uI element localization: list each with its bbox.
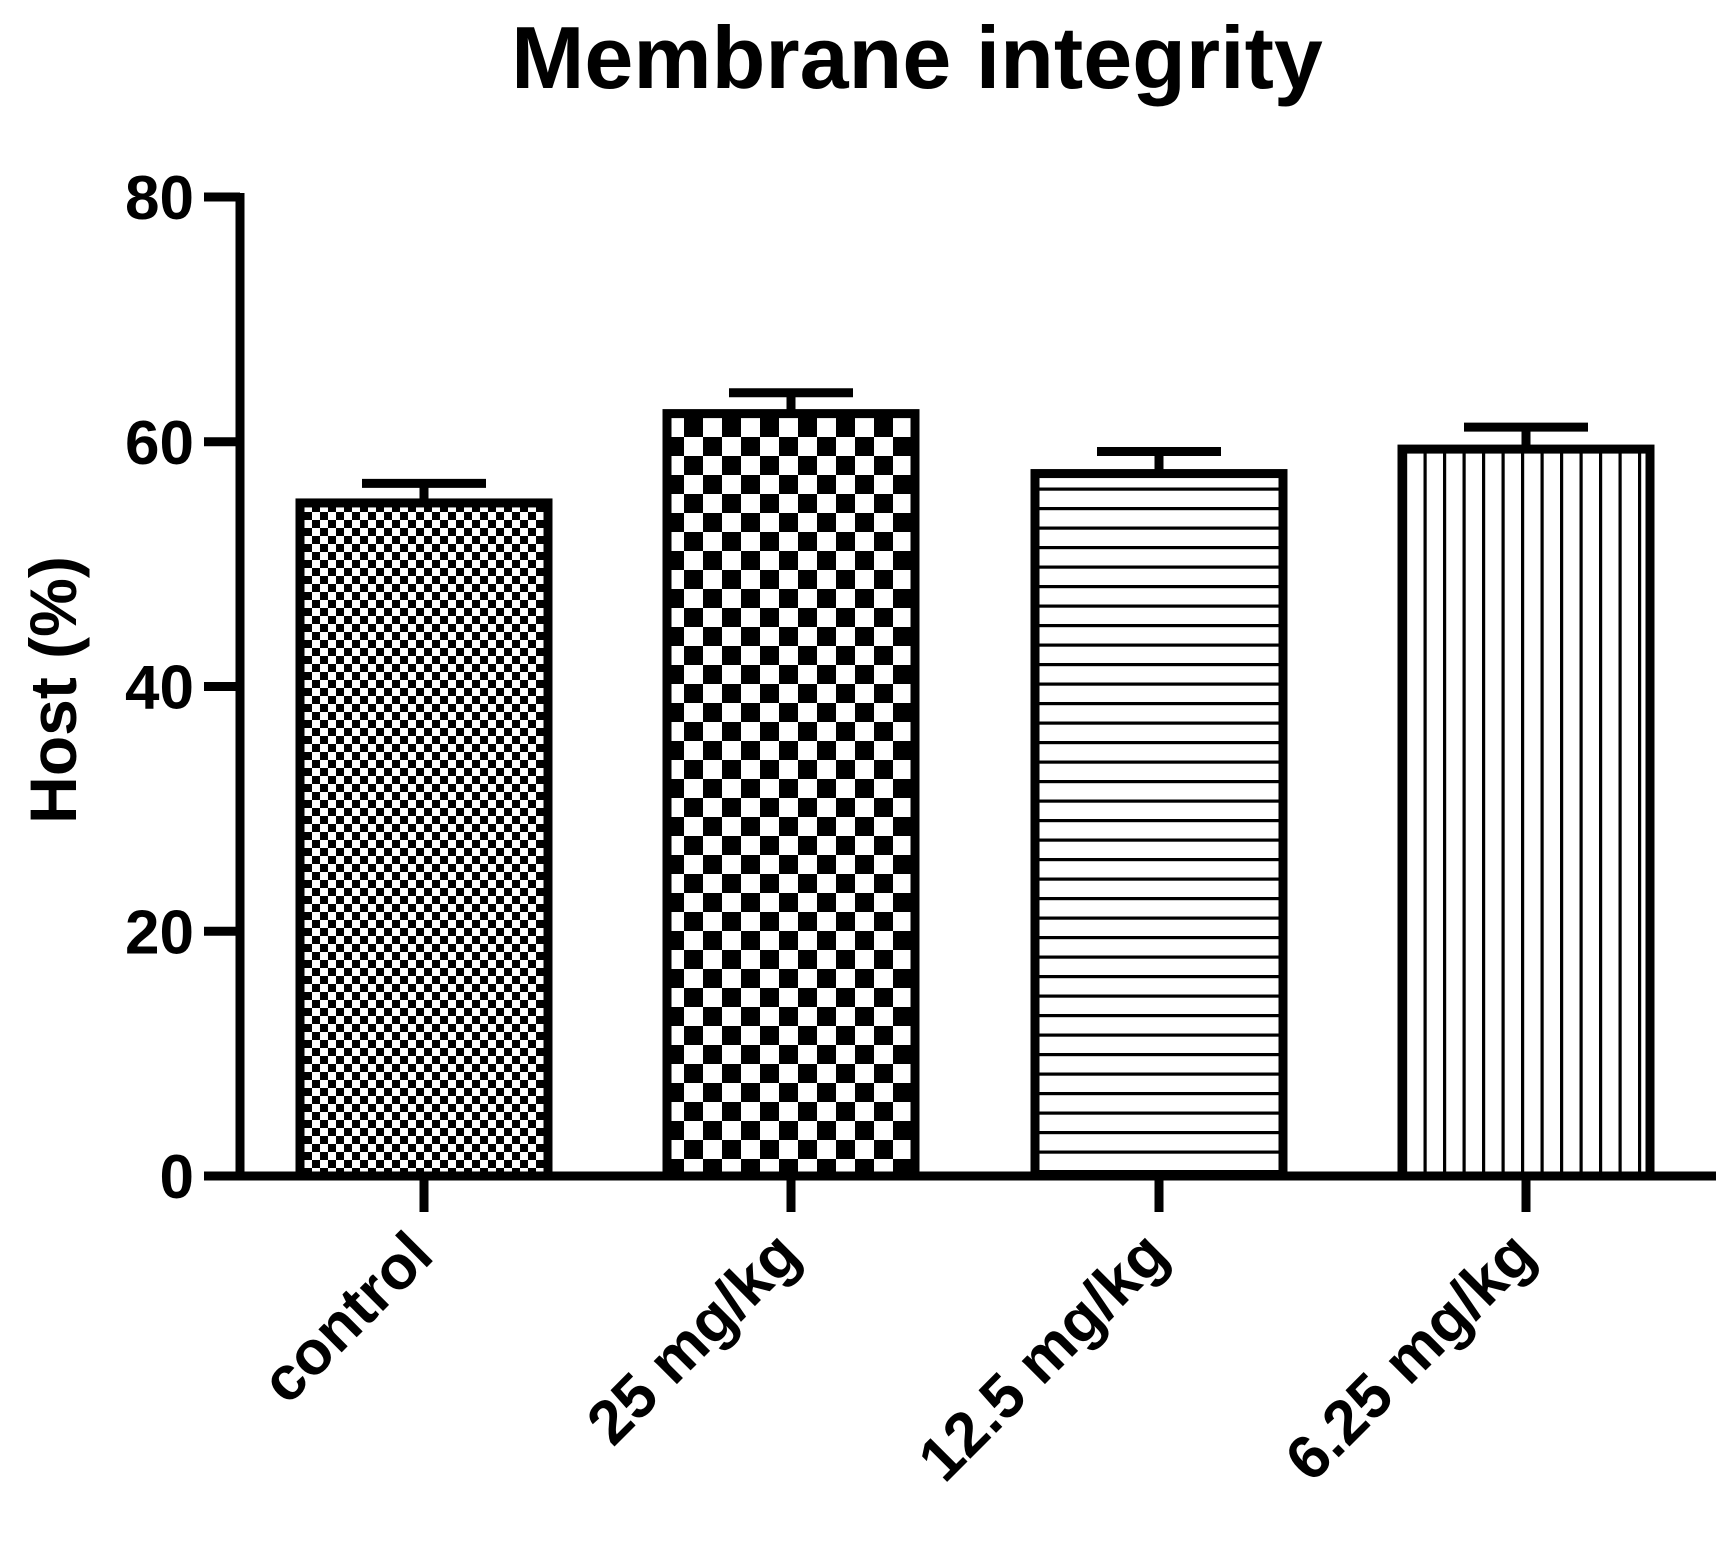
plot-area: 0 20 40 60 80 control 25 mg/kg 12.5 mg/kg 6.25 … <box>125 164 1716 1495</box>
bar-6-25-mg-kg <box>1397 444 1655 1181</box>
y-tick-label: 60 <box>125 409 194 478</box>
bar-12-5-mg-kg <box>1030 469 1288 1181</box>
bar-25-mg-kg <box>662 409 920 1181</box>
x-category-label: 25 mg/kg <box>574 1219 813 1458</box>
y-tick-label: 80 <box>125 164 194 233</box>
y-tick-label: 40 <box>125 654 194 723</box>
bars-group <box>295 409 1655 1181</box>
x-axis-ticks: control 25 mg/kg 12.5 mg/kg 6.25 mg/kg <box>249 1176 1548 1495</box>
x-category-label: 6.25 mg/kg <box>1272 1219 1547 1494</box>
y-axis-label: Host (%) <box>16 556 90 824</box>
y-tick-label: 20 <box>125 898 194 967</box>
chart-title: Membrane integrity <box>511 8 1323 107</box>
x-category-label: control <box>249 1219 446 1416</box>
y-axis-ticks: 0 20 40 60 80 <box>125 164 240 1212</box>
bar-control <box>295 498 553 1181</box>
x-category-label: 12.5 mg/kg <box>905 1219 1180 1494</box>
y-tick-label: 0 <box>160 1143 194 1212</box>
